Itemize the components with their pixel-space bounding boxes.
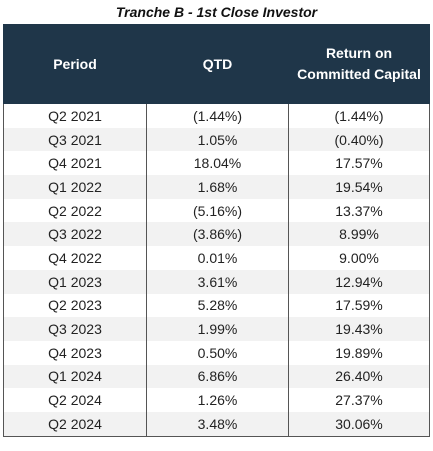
period-cell: Q2 2024 xyxy=(3,388,147,412)
qtd-cell: 0.01% xyxy=(146,246,289,270)
qtd-cell: (3.86%) xyxy=(146,222,289,247)
qtd-cell: 18.04% xyxy=(146,151,289,176)
qtd-cell: 1.05% xyxy=(146,127,289,152)
qtd-cell: 1.26% xyxy=(146,388,289,412)
period-cell: Q3 2022 xyxy=(3,222,147,247)
qtd-cell: 3.48% xyxy=(146,411,289,437)
period-cell: Q3 2023 xyxy=(3,317,147,341)
return-on-committed-capital-cell: 30.06% xyxy=(288,411,430,437)
table-row: Q1 2022 1.68% 19.54% xyxy=(3,175,430,199)
return-on-committed-capital-cell: 19.43% xyxy=(288,317,430,341)
return-on-committed-capital-cell: 19.54% xyxy=(288,175,430,199)
table-row: Q4 2022 0.01% 9.00% xyxy=(3,246,430,270)
return-on-committed-capital-cell: (1.44%) xyxy=(288,103,430,128)
header-line-1: Return on xyxy=(325,45,393,61)
period-cell: Q1 2023 xyxy=(3,269,147,294)
period-cell: Q2 2024 xyxy=(3,411,147,437)
qtd-cell: (1.44%) xyxy=(146,103,289,128)
period-cell: Q1 2024 xyxy=(3,364,147,389)
period-cell: Q4 2021 xyxy=(3,151,147,176)
table-row: Q1 2023 3.61% 12.94% xyxy=(3,269,430,294)
header-row: Period QTD Return on Committed Capital xyxy=(3,24,430,104)
table-row: Q3 2023 1.99% 19.43% xyxy=(3,317,430,341)
return-on-committed-capital-cell: (0.40%) xyxy=(288,127,430,152)
table-row: Q2 2024 1.26% 27.37% xyxy=(3,388,430,412)
period-cell: Q2 2021 xyxy=(3,103,147,128)
qtd-cell: 3.61% xyxy=(146,269,289,294)
table-body: Q2 2021 (1.44%) (1.44%) Q3 2021 1.05% (0.40%)… xyxy=(3,103,430,437)
qtd-cell: 1.68% xyxy=(146,175,289,199)
header-line-2: Committed Capital xyxy=(297,66,421,82)
return-on-committed-capital-cell: 27.37% xyxy=(288,388,430,412)
table-row: Q2 2023 5.28% 17.59% xyxy=(3,293,430,318)
return-on-committed-capital-cell: 17.59% xyxy=(288,293,430,318)
period-header: Period xyxy=(3,24,147,104)
return-on-committed-capital-cell: 13.37% xyxy=(288,198,430,223)
qtd-cell: 0.50% xyxy=(146,340,289,365)
table-row: Q2 2022 (5.16%) 13.37% xyxy=(3,198,430,223)
table-row: Q3 2022 (3.86%) 8.99% xyxy=(3,222,430,247)
period-cell: Q1 2022 xyxy=(3,175,147,199)
qtd-header: QTD xyxy=(146,24,289,104)
returns-table: Period QTD Return on Committed Capital Q… xyxy=(3,24,430,437)
qtd-cell: 5.28% xyxy=(146,293,289,318)
table-row: Q2 2021 (1.44%) (1.44%) xyxy=(3,103,430,128)
table-title: Tranche B - 1st Close Investor xyxy=(115,4,318,20)
table-row: Q3 2021 1.05% (0.40%) xyxy=(3,127,430,152)
qtd-cell: 1.99% xyxy=(146,317,289,341)
table-row: Q2 2024 3.48% 30.06% xyxy=(3,411,430,437)
return-on-committed-capital-cell: 17.57% xyxy=(288,151,430,176)
return-on-committed-capital-header: Return on Committed Capital xyxy=(288,24,430,104)
period-cell: Q3 2021 xyxy=(3,127,147,152)
return-on-committed-capital-cell: 9.00% xyxy=(288,246,430,270)
return-on-committed-capital-cell: 8.99% xyxy=(288,222,430,247)
return-on-committed-capital-cell: 26.40% xyxy=(288,364,430,389)
table-header: Period QTD Return on Committed Capital xyxy=(3,24,430,104)
return-on-committed-capital-cell: 12.94% xyxy=(288,269,430,294)
period-cell: Q2 2023 xyxy=(3,293,147,318)
qtd-cell: (5.16%) xyxy=(146,198,289,223)
table-row: Q4 2023 0.50% 19.89% xyxy=(3,340,430,365)
period-cell: Q4 2022 xyxy=(3,246,147,270)
period-cell: Q2 2022 xyxy=(3,198,147,223)
table-row: Q4 2021 18.04% 17.57% xyxy=(3,151,430,176)
qtd-cell: 6.86% xyxy=(146,364,289,389)
table-row: Q1 2024 6.86% 26.40% xyxy=(3,364,430,389)
return-on-committed-capital-cell: 19.89% xyxy=(288,340,430,365)
period-cell: Q4 2023 xyxy=(3,340,147,365)
